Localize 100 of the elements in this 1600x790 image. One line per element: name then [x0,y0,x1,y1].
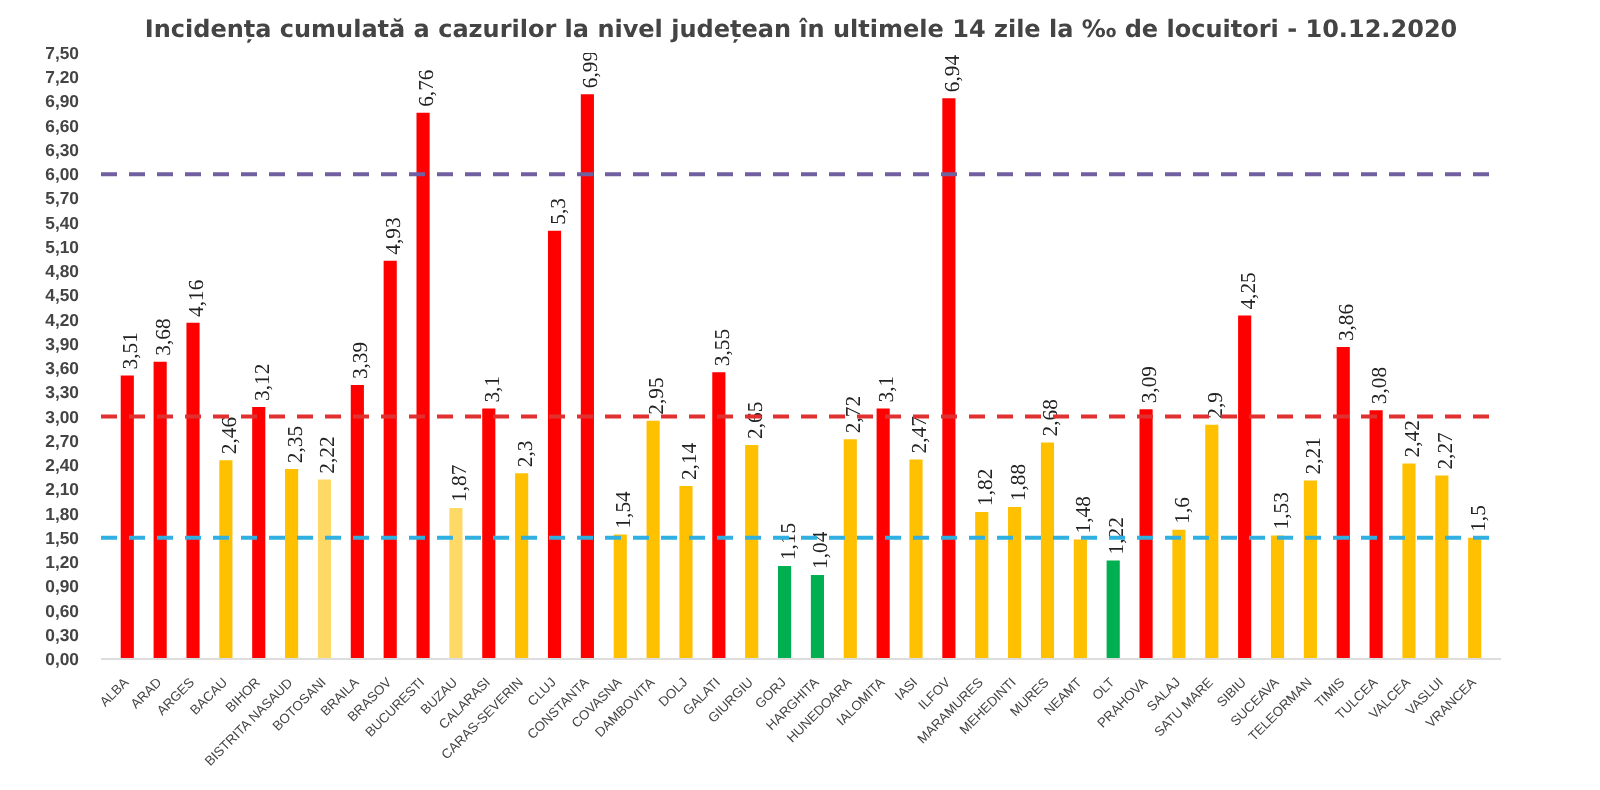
bar [383,260,397,659]
data-label: 6,94 [942,53,965,93]
y-tick-label: 6,90 [45,91,80,112]
bar [613,534,627,659]
bar [285,469,299,659]
bar [1040,442,1055,659]
y-tick-label: 5,40 [45,212,80,233]
y-tick-label: 2,40 [45,455,80,476]
bar [1303,480,1317,659]
data-label: 1,88 [1008,463,1031,502]
bar [1106,560,1120,659]
data-label: 5,3 [548,198,571,225]
bar [416,112,430,659]
bar [712,372,726,659]
bar [120,375,134,659]
bar [317,479,332,659]
data-label: 1,54 [614,489,637,529]
bar [219,460,233,659]
data-label: 4,25 [1238,272,1261,310]
bar [1172,529,1186,659]
bar [186,322,200,659]
data-label: 2,35 [285,425,308,464]
data-label: 3,39 [351,341,374,380]
y-tick-label: 5,10 [45,236,80,257]
bar [1336,347,1350,659]
data-label: 2,27 [1435,430,1458,470]
data-label: 4,16 [187,278,210,317]
bar [1435,475,1449,659]
bar [1369,410,1383,659]
data-label: 1,82 [975,468,998,506]
bar [515,473,529,659]
bar [547,230,562,659]
y-tick-label: 0,60 [45,600,80,621]
data-label: 2,21 [1304,437,1327,475]
data-label: 1,5 [1468,505,1491,532]
y-tick-label: 1,50 [45,527,80,548]
data-label: 2,47 [910,414,933,454]
bar [679,486,693,659]
data-label: 3,86 [1337,302,1360,342]
data-label: 2,46 [219,415,242,455]
y-tick-label: 0,30 [45,624,80,645]
data-label: 1,48 [1074,496,1097,534]
y-tick-label: 6,60 [45,115,80,136]
bar [876,408,890,659]
y-tick-label: 0,90 [45,576,80,597]
data-label: 1,6 [1172,495,1195,524]
data-label: 3,55 [712,328,735,367]
data-label: 1,53 [1271,492,1294,530]
bar [1008,507,1022,659]
y-tick-label: 4,80 [45,261,80,282]
chart-title: Incidența cumulată a cazurilor la nivel județean în ultimele 14 zile la ‰ de locuitori - 10.12.2020 [144,15,1458,43]
bar [1073,539,1087,659]
data-label: 3,12 [252,363,275,401]
y-tick-label: 3,00 [45,406,80,427]
data-label: 4,93 [384,217,407,255]
data-label: 3,1 [482,375,505,403]
y-tick-label: 3,90 [45,333,80,354]
data-label: 3,08 [1370,366,1393,405]
data-label: 3,68 [154,318,177,356]
data-label: 3,1 [877,375,900,403]
bar [1402,463,1416,659]
bar [580,94,594,659]
bar [843,439,857,659]
data-label: 2,42 [1402,420,1425,458]
data-label: 1,04 [811,530,834,569]
bar [942,98,956,659]
bar [646,420,660,659]
bar [1270,535,1285,659]
bar [153,361,167,659]
data-label: 2,68 [1041,399,1064,437]
y-tick-label: 0,00 [45,649,80,669]
bar [252,406,266,659]
bar [1139,409,1153,659]
bar [745,444,759,659]
data-label: 2,9 [1205,392,1228,419]
y-tick-label: 7,50 [45,43,80,63]
data-label: 6,76 [417,68,440,107]
data-label: 1,87 [449,463,472,502]
data-label: 2,14 [679,441,702,481]
bar [1468,537,1482,659]
bar [449,507,463,659]
data-label: 1,22 [1107,517,1130,555]
y-tick-label: 4,50 [45,285,80,306]
bar [975,511,989,659]
y-tick-label: 2,10 [45,479,80,500]
bar [482,408,496,659]
bar [1238,315,1252,659]
y-tick-label: 1,80 [45,503,80,524]
data-label: 2,72 [844,395,867,434]
bar [350,385,364,659]
y-tick-label: 1,20 [45,552,80,573]
bar [1205,424,1219,659]
y-tick-label: 7,20 [45,67,80,88]
bar [778,566,792,659]
y-tick-label: 6,30 [45,139,80,160]
y-tick-label: 4,20 [45,309,80,330]
bar [909,459,923,659]
data-label: 3,51 [121,332,144,370]
data-label: 2,22 [318,436,341,474]
data-label: 3,09 [1140,366,1163,404]
